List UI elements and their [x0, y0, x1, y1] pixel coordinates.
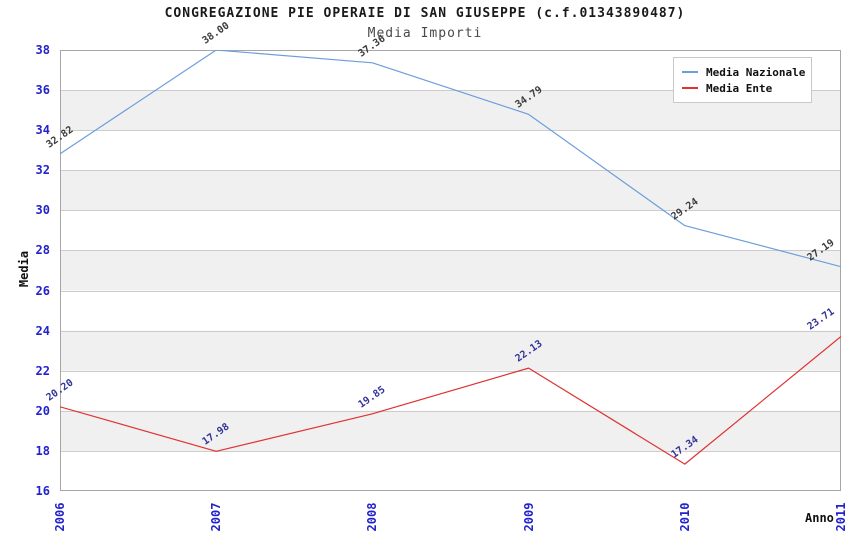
y-tick-label: 28	[35, 243, 50, 258]
y-tick-label: 32	[35, 163, 50, 178]
legend-item-media-nazionale: Media Nazionale	[682, 64, 806, 80]
legend-item-media-ente: Media Ente	[682, 80, 803, 96]
legend-label-media-nazionale: Media Nazionale	[706, 65, 806, 79]
chart-subtitle: Media Importi	[367, 26, 483, 41]
y-tick-label: 16	[35, 484, 50, 498]
x-tick-label: 2010	[677, 502, 692, 532]
y-tick-label: 24	[35, 323, 50, 338]
y-tick-label: 26	[35, 283, 50, 298]
y-tick-label: 36	[35, 83, 50, 98]
y-tick-label: 20	[35, 403, 50, 418]
legend-label-media-ente: Media Ente	[706, 81, 773, 95]
media-ente-line-swatch	[682, 87, 698, 89]
x-axis-label: Anno	[805, 511, 834, 525]
x-tick-label: 2007	[209, 502, 224, 532]
x-tick-label: 2009	[521, 502, 536, 532]
chart-title: CONGREGAZIONE PIE OPERAIE DI SAN GIUSEPP…	[164, 6, 686, 21]
x-tick-label: 2008	[365, 502, 380, 532]
y-tick-label: 38	[35, 43, 50, 57]
legend: Media Nazionale Media Ente	[673, 57, 812, 103]
y-tick-label: 34	[35, 123, 50, 138]
media-nazionale-line-swatch	[682, 71, 698, 73]
plot-area	[60, 50, 841, 491]
x-tick-label: 2006	[53, 502, 67, 532]
y-tick-label: 22	[35, 363, 50, 378]
y-axis-label: Media	[17, 250, 31, 288]
x-tick-label: 2011	[834, 502, 848, 532]
y-tick-label: 30	[35, 203, 50, 218]
y-tick-label: 18	[35, 443, 50, 458]
